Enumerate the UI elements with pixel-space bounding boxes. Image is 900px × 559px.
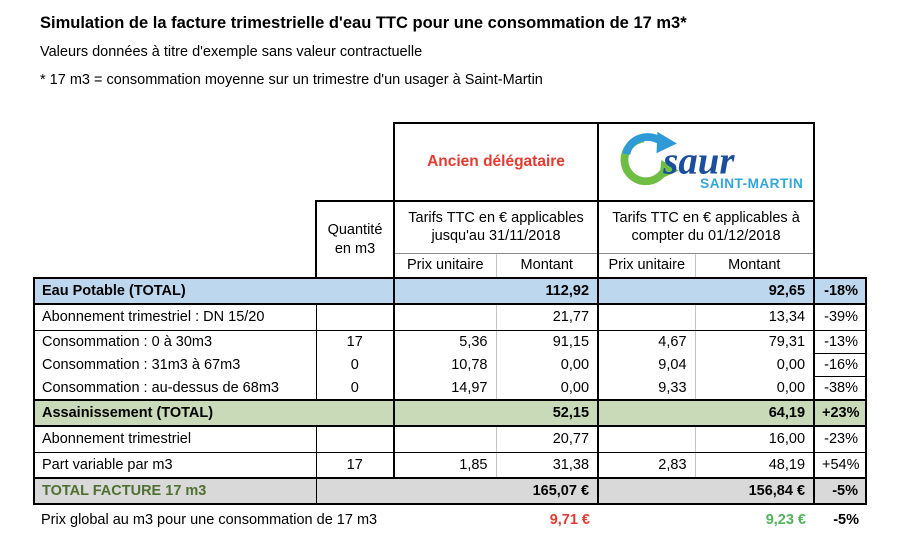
quantity-value: 17 [316,452,395,478]
old-grand-total: 165,07 € [316,477,600,505]
quantity-header: Quantité en m3 [315,200,395,278]
saur-swoosh-icon [620,131,679,186]
amount-new-header: Montant [694,252,816,278]
old-unit-price: 1,85 [459,456,488,473]
row-label: Abonnement trimestriel [33,426,317,453]
new-unit-price: 9,04 [658,356,687,373]
new-amount: 13,34 [694,304,816,331]
row-part-variable: Part variable par m3 17 1,85 31,38 2,83 … [33,452,868,478]
old-amount: 20,77 [495,426,600,453]
variation-pct: -18% [814,277,868,305]
old-unit-price: 10,78 [451,356,488,373]
tariff-new-header: Tarifs TTC en € applicables à compter du… [598,201,816,253]
row-abonnement-dn: Abonnement trimestriel : DN 15/20 21,77 … [33,304,868,331]
variation-pct: -39% [814,304,868,331]
empty-cell [814,123,867,201]
unit-price-old-header: Prix unitaire [393,252,496,278]
old-provider-header: Ancien délégataire [392,122,600,202]
new-unit-price: 9,33 [658,379,687,396]
row-conso-68-plus: Consommation : au-dessus de 68m3 0 14,97… [33,376,868,400]
variation-pct: -16% [814,353,868,377]
old-amount: 31,38 [495,452,600,478]
new-amount: 0,00 [694,353,816,376]
new-total-amount: 92,65 [598,277,816,305]
header-row-tariffs: Quantité en m3 Tarifs TTC en € applicabl… [34,200,867,278]
quantity-value [316,426,395,453]
new-grand-total: 156,84 € [598,477,816,505]
amount-old-header: Montant [495,252,600,278]
section-label: Eau Potable (TOTAL) [33,277,395,305]
new-unit-price [598,426,696,453]
section-label: Assainissement (TOTAL) [33,399,395,427]
variation-pct: -38% [814,376,868,400]
empty-cell [34,123,394,201]
old-price-per-m3: 9,71 € [496,504,599,534]
row-abonnement: Abonnement trimestriel 20,77 16,00 -23% [33,426,868,453]
new-amount: 0,00 [694,376,816,400]
row-conso-31-67: Consommation : 31m3 à 67m3 0 10,78 0,00 … [33,353,868,377]
empty-cell [814,201,867,253]
row-conso-0-30: Consommation : 0 à 30m3 17 5,36 91,15 4,… [33,330,868,354]
new-amount: 48,19 [694,452,816,478]
old-unit-price: 5,36 [459,333,488,350]
new-unit-price: 2,83 [658,456,687,473]
quantity-value [316,304,395,331]
old-unit-price [394,304,496,331]
empty-cell [34,253,316,278]
saur-logo: saur SAINT-MARTIN [620,131,803,191]
variation-pct: -5% [814,477,868,505]
old-unit-price [394,426,496,453]
old-amount: 0,00 [495,376,600,400]
old-amount: 91,15 [495,330,600,353]
tariff-old-header: Tarifs TTC en € applicables jusqu'au 31/… [392,201,600,253]
page-note: * 17 m3 = consommation moyenne sur un tr… [40,72,543,88]
old-total-amount: 112,92 [394,277,600,305]
variation-pct: -23% [814,426,868,453]
new-unit-price [598,304,696,331]
quantity-value: 17 [316,330,395,353]
empty-cell [814,253,867,278]
old-total-amount: 52,15 [394,399,600,427]
row-label: Prix global au m3 pour une consommation … [34,504,496,534]
billing-table: Ancien délégataire saur SAINT-MARTIN Qua… [33,122,868,534]
saur-brand-text: saur [662,140,735,183]
saur-logo-cell: saur SAINT-MARTIN [598,122,816,202]
variation-pct: -13% [814,330,868,354]
empty-cell [34,201,316,253]
old-amount: 21,77 [495,304,600,331]
new-total-amount: 64,19 [598,399,816,427]
row-total-facture: TOTAL FACTURE 17 m3 165,07 € 156,84 € -5… [33,477,868,505]
new-amount: 79,31 [694,330,816,353]
row-label: Consommation : au-dessus de 68m3 [33,376,317,400]
page-subtitle: Valeurs données à titre d'exemple sans v… [40,44,423,60]
new-unit-price: 4,67 [658,333,687,350]
new-price-per-m3: 9,23 € [598,504,815,534]
total-label: TOTAL FACTURE 17 m3 [33,477,317,505]
saur-region-text: SAINT-MARTIN [700,176,803,191]
header-row-providers: Ancien délégataire saur SAINT-MARTIN [34,122,867,202]
row-eau-potable-total: Eau Potable (TOTAL) 112,92 92,65 -18% [33,277,868,305]
variation-pct: -5% [814,504,867,534]
variation-pct: +23% [814,399,868,427]
quantity-value: 0 [316,376,395,400]
old-unit-price: 14,97 [451,379,488,396]
row-assainissement-total: Assainissement (TOTAL) 52,15 64,19 +23% [33,399,868,427]
row-label: Part variable par m3 [33,452,317,478]
row-prix-global: Prix global au m3 pour une consommation … [34,504,867,534]
new-amount: 16,00 [694,426,816,453]
row-label: Abonnement trimestriel : DN 15/20 [33,304,317,331]
old-amount: 0,00 [495,353,600,376]
quantity-value: 0 [316,353,395,376]
header-row-columns: Prix unitaire Montant Prix unitaire Mont… [34,252,867,278]
page-title: Simulation de la facture trimestrielle d… [40,14,687,32]
unit-price-new-header: Prix unitaire [598,252,696,278]
row-label: Consommation : 31m3 à 67m3 [33,353,317,376]
variation-pct: +54% [814,452,868,478]
row-label: Consommation : 0 à 30m3 [33,330,317,353]
